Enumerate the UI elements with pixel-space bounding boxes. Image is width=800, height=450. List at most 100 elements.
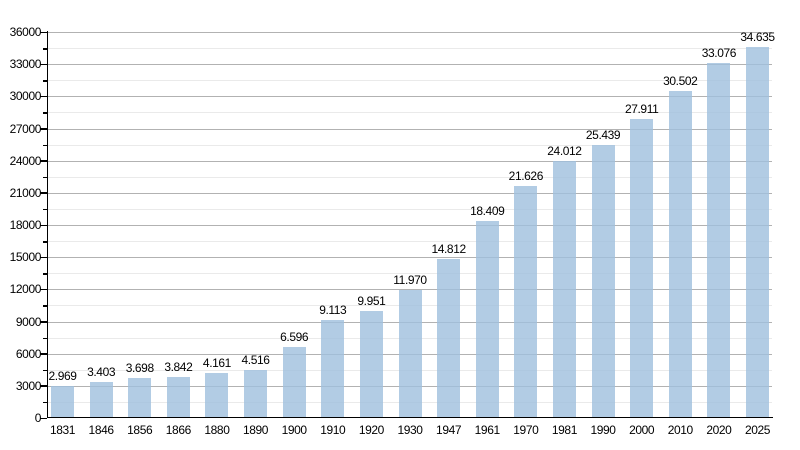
y-axis-minor-tick — [43, 337, 47, 340]
bar-1947 — [437, 259, 461, 418]
y-axis-line — [46, 31, 49, 418]
y-axis-minor-tick — [43, 112, 47, 114]
y-axis-major-tick — [40, 128, 47, 130]
bar-value-label: 27.911 — [624, 101, 659, 116]
gridline-major — [48, 257, 772, 259]
bar-1930 — [398, 289, 422, 418]
y-axis-minor-tick — [43, 273, 47, 275]
y-axis-minor-tick — [43, 241, 47, 243]
y-axis-major-tick — [40, 63, 47, 66]
y-axis-minor-tick — [43, 208, 47, 211]
bar-value-label: 25.439 — [585, 128, 621, 143]
gridline-minor — [48, 208, 772, 210]
y-tick-label: 30000 — [9, 89, 42, 104]
gridline-minor — [48, 48, 772, 50]
bar-value-label: 21.626 — [508, 169, 544, 184]
x-tick-label: 2000 — [629, 423, 655, 437]
x-tick-label: 1947 — [436, 423, 462, 437]
y-axis-major-tick — [40, 224, 47, 226]
y-tick-label: 24000 — [9, 153, 42, 168]
bar-value-label: 9.951 — [357, 294, 386, 309]
y-axis-minor-tick — [43, 369, 47, 372]
bar-1866 — [166, 376, 190, 418]
x-tick-label: 2020 — [706, 423, 732, 437]
y-axis-minor-tick — [43, 80, 47, 82]
x-tick-label: 1880 — [204, 423, 230, 437]
y-tick-label: 36000 — [9, 25, 42, 39]
bar-value-label: 3.842 — [164, 359, 193, 374]
y-axis-major-tick — [40, 353, 47, 355]
x-tick-label: 1970 — [513, 423, 539, 437]
y-axis-major-tick — [40, 160, 47, 162]
gridline-major — [48, 96, 772, 98]
y-axis-major-tick — [40, 385, 47, 387]
y-axis-major-tick — [40, 417, 47, 419]
y-tick-label: 15000 — [9, 250, 42, 265]
y-tick-label: 21000 — [9, 185, 42, 200]
x-tick-label: 1866 — [165, 423, 192, 437]
bar-2000 — [630, 118, 654, 418]
bar-1961 — [475, 220, 499, 418]
bar-value-label: 14.812 — [431, 242, 466, 257]
bar-value-label: 18.409 — [470, 203, 505, 218]
bar-value-label: 6.596 — [280, 330, 309, 345]
gridline-major — [48, 160, 772, 162]
plot-area: 2.969 3.403 3.698 3.842 4.161 4.516 6.596 9.113… — [48, 30, 775, 418]
x-tick-label: 1961 — [474, 423, 501, 437]
bar-1970 — [514, 186, 538, 418]
gridline-minor — [48, 241, 772, 243]
x-tick-label: 1930 — [397, 423, 423, 437]
gridline-minor — [48, 273, 772, 275]
y-tick-label: 6000 — [15, 346, 42, 361]
x-tick-label: 1920 — [358, 423, 385, 437]
y-axis-major-tick — [40, 31, 47, 33]
x-tick-label: 1990 — [590, 423, 616, 437]
y-tick-label: 33000 — [9, 57, 42, 72]
y-axis-major-tick — [40, 256, 47, 259]
y-axis-major-tick — [40, 192, 47, 194]
gridline-major — [48, 225, 772, 226]
bar-value-label: 3.403 — [87, 364, 116, 379]
bar-2020 — [707, 63, 731, 418]
x-tick-label: 1846 — [88, 423, 115, 437]
bar-value-label: 3.698 — [125, 361, 154, 376]
x-tick-label: 2010 — [667, 423, 694, 437]
gridline-major — [48, 192, 772, 194]
bar-value-label: 11.970 — [393, 272, 427, 287]
bar-value-label: 2.969 — [48, 369, 77, 384]
bar-value-label: 34.635 — [740, 29, 775, 44]
y-tick-label: 9000 — [15, 314, 42, 329]
bar-value-label: 33.076 — [701, 46, 737, 61]
y-axis-major-tick — [40, 288, 47, 291]
y-axis-major-tick — [40, 321, 47, 323]
bar-value-label: 30.502 — [663, 73, 698, 88]
y-tick-label: 18000 — [9, 218, 42, 232]
x-tick-label: 1981 — [551, 423, 578, 437]
bar-value-label: 4.516 — [241, 352, 270, 367]
y-tick-label: 27000 — [9, 121, 42, 136]
x-axis-line — [46, 416, 773, 419]
gridline-minor — [48, 144, 772, 146]
x-tick-label: 2025 — [744, 423, 771, 437]
bar-2010 — [668, 90, 692, 418]
bar-1831 — [51, 386, 74, 418]
x-tick-label: 1910 — [320, 423, 346, 437]
bar-1910 — [321, 320, 345, 418]
bar-1920 — [359, 311, 383, 418]
gridline-minor — [48, 80, 772, 82]
gridline-major — [48, 128, 772, 130]
bar-1856 — [128, 378, 152, 418]
x-tick-label: 1831 — [49, 423, 76, 437]
bar-1880 — [205, 373, 229, 418]
gridline-major — [48, 32, 772, 33]
gridline-minor — [48, 176, 772, 178]
bar-1900 — [282, 347, 306, 418]
bar-value-label: 4.161 — [202, 356, 231, 371]
bar-1890 — [244, 369, 268, 418]
bar-1846 — [89, 381, 113, 418]
y-axis-minor-tick — [43, 48, 47, 50]
gridline-major — [48, 64, 772, 66]
y-axis-minor-tick — [43, 176, 47, 179]
bar-value-label: 24.012 — [547, 143, 582, 158]
